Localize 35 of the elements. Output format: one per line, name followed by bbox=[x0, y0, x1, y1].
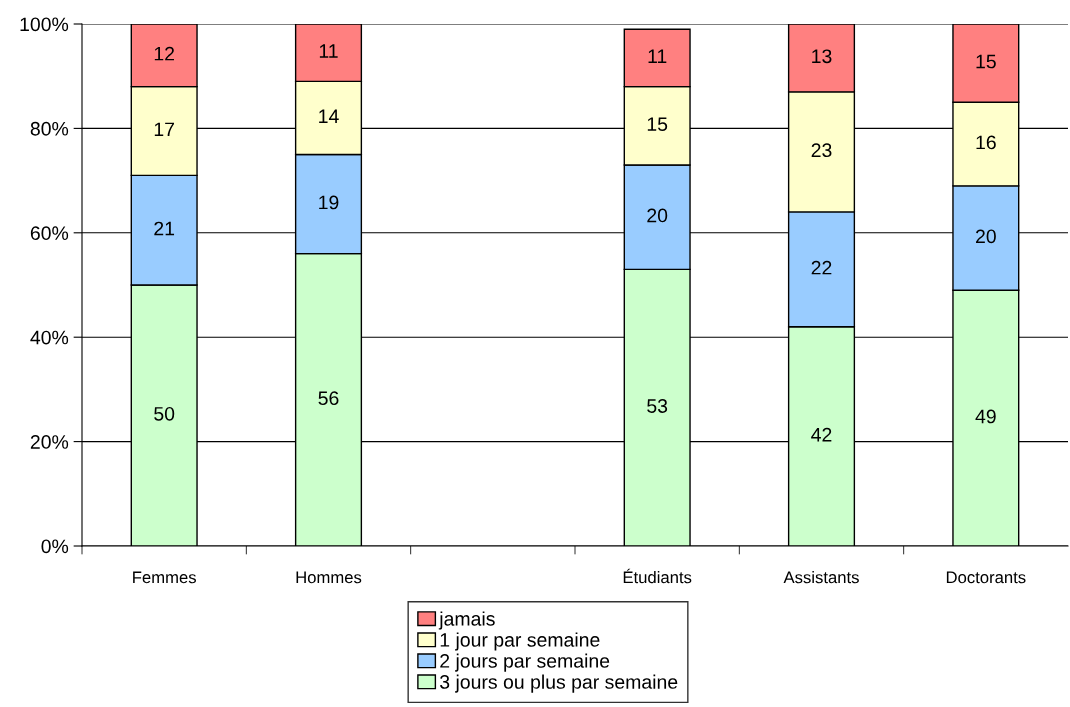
data-label: 14 bbox=[319, 109, 339, 123]
x-tick-label: Doctorants bbox=[946, 571, 1026, 584]
data-label: 19 bbox=[319, 195, 339, 210]
data-label: 21 bbox=[154, 221, 175, 236]
x-tick-label: Hommes bbox=[296, 571, 362, 584]
y-tick-label: 40% bbox=[30, 330, 69, 345]
data-label: 15 bbox=[976, 54, 996, 69]
legend-label: 2 jours par semaine bbox=[440, 653, 610, 672]
y-tick-label: 80% bbox=[30, 121, 69, 136]
data-label: 20 bbox=[647, 208, 668, 223]
data-label: 11 bbox=[648, 49, 667, 63]
data-label: 22 bbox=[811, 260, 832, 275]
data-label: 12 bbox=[154, 46, 175, 61]
data-label: 16 bbox=[976, 135, 996, 150]
data-label: 50 bbox=[154, 406, 175, 421]
data-label: 11 bbox=[319, 44, 338, 58]
data-label: 15 bbox=[647, 117, 668, 132]
x-tick-label: Assistants bbox=[783, 571, 859, 584]
y-tick-label: 100% bbox=[20, 17, 69, 32]
x-tick-label: Étudiants bbox=[623, 568, 692, 584]
data-label: 23 bbox=[811, 143, 832, 158]
data-label: 49 bbox=[975, 409, 996, 424]
data-label: 20 bbox=[976, 229, 996, 244]
legend-label: 3 jours ou plus par semaine bbox=[440, 674, 678, 693]
y-tick-label: 0% bbox=[41, 539, 69, 554]
data-label: 17 bbox=[154, 122, 175, 137]
data-label: 42 bbox=[811, 427, 832, 442]
y-tick-label: 60% bbox=[30, 226, 69, 241]
legend-label: 1 jour par semaine bbox=[440, 632, 600, 651]
data-label: 53 bbox=[647, 399, 668, 413]
data-label: 13 bbox=[812, 49, 832, 64]
legend-label: jamais bbox=[438, 611, 495, 630]
y-tick-label: 20% bbox=[30, 435, 69, 449]
data-label: 56 bbox=[318, 391, 339, 406]
x-tick-label: Femmes bbox=[133, 571, 196, 584]
